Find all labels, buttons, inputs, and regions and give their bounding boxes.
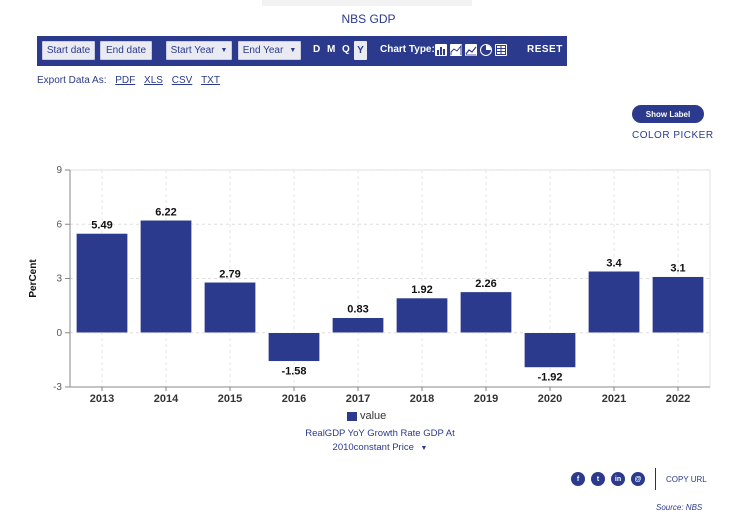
start-year-label: Start Year: [170, 45, 215, 56]
bar: [588, 271, 640, 333]
export-label: Export Data As:: [37, 75, 107, 86]
email-icon[interactable]: @: [631, 472, 645, 486]
data-label: 5.49: [91, 219, 112, 231]
export-xls-link[interactable]: XLS: [144, 75, 163, 86]
series-description-line2: 2010constant Price: [332, 442, 414, 453]
copy-url-link[interactable]: COPY URL: [666, 475, 707, 484]
series-description[interactable]: RealGDP YoY Growth Rate GDP At 2010const…: [250, 427, 510, 456]
chart-title: NBS GDP: [341, 12, 396, 26]
bar-chart-icon[interactable]: [435, 44, 447, 56]
period-year-button[interactable]: Y: [354, 41, 367, 60]
bar: [396, 297, 448, 333]
start-year-select[interactable]: Start Year ▼: [166, 41, 232, 60]
source-note: Source: NBS: [656, 503, 703, 512]
show-label-button[interactable]: Show Label: [632, 105, 704, 123]
data-label: 6.22: [155, 206, 176, 218]
data-label: -1.58: [281, 365, 306, 377]
color-picker-link[interactable]: COLOR PICKER: [632, 130, 714, 141]
chevron-down-icon: ▼: [289, 47, 297, 54]
x-tick-label: 2020: [538, 393, 562, 405]
table-icon[interactable]: [495, 44, 507, 56]
x-tick-label: 2014: [154, 393, 179, 405]
x-tick-label: 2013: [90, 393, 114, 405]
bar: [140, 220, 192, 333]
period-month-button[interactable]: M: [327, 44, 336, 55]
linkedin-icon[interactable]: in: [611, 472, 625, 486]
data-label: 0.83: [347, 304, 368, 316]
x-tick-label: 2019: [474, 393, 498, 405]
chart-type-label: Chart Type:: [380, 44, 435, 55]
data-label: 2.79: [219, 268, 240, 280]
bar: [268, 332, 320, 362]
data-label: -1.92: [537, 371, 562, 383]
bar: [652, 276, 704, 334]
facebook-icon[interactable]: f: [571, 472, 585, 486]
y-axis-title: PerCent: [28, 259, 39, 298]
divider: [655, 468, 656, 490]
x-tick-label: 2018: [410, 393, 434, 405]
export-pdf-link[interactable]: PDF: [115, 75, 136, 86]
legend-label: value: [360, 410, 387, 422]
series-description-line1: RealGDP YoY Growth Rate GDP At: [305, 428, 455, 439]
bar: [460, 291, 512, 333]
bar: [76, 233, 128, 333]
export-txt-link[interactable]: TXT: [201, 75, 220, 86]
reset-button[interactable]: RESET: [527, 44, 563, 55]
x-tick-label: 2017: [346, 393, 370, 405]
export-bar: Export Data As: PDF XLS CSV TXT: [37, 75, 220, 86]
area-chart-icon[interactable]: [450, 44, 462, 56]
bar: [204, 282, 256, 333]
pie-chart-icon[interactable]: [480, 44, 492, 56]
start-date-button[interactable]: Start date: [42, 41, 95, 60]
twitter-icon[interactable]: t: [591, 472, 605, 486]
chevron-down-icon: ▼: [220, 47, 228, 54]
y-tick-label: -3: [53, 382, 62, 393]
line-chart-icon[interactable]: [465, 44, 477, 56]
x-tick-label: 2021: [602, 393, 626, 405]
y-tick-label: 0: [56, 328, 62, 339]
data-label: 2.26: [475, 278, 496, 290]
bar: [524, 332, 576, 368]
export-csv-link[interactable]: CSV: [171, 75, 193, 86]
period-quarter-button[interactable]: Q: [342, 44, 350, 55]
end-date-button[interactable]: End date: [100, 41, 152, 60]
data-label: 3.4: [606, 257, 622, 269]
chevron-down-icon: ▼: [420, 445, 428, 452]
x-tick-label: 2015: [218, 393, 242, 405]
x-tick-label: 2016: [282, 393, 306, 405]
top-strip: [262, 0, 472, 6]
chart-toolbar: Start date End date Start Year ▼ End Yea…: [37, 36, 567, 66]
x-tick-label: 2022: [666, 393, 690, 405]
period-day-button[interactable]: D: [313, 44, 321, 55]
end-year-select[interactable]: End Year ▼: [238, 41, 301, 60]
bar: [332, 317, 384, 334]
y-tick-label: 3: [56, 274, 62, 285]
data-label: 3.1: [670, 263, 685, 275]
y-tick-label: 6: [56, 219, 62, 230]
legend-swatch: [347, 411, 357, 421]
data-label: 1.92: [411, 284, 432, 296]
chart-legend[interactable]: value: [347, 410, 386, 422]
end-year-label: End Year: [242, 45, 284, 56]
y-tick-label: 9: [56, 165, 62, 176]
